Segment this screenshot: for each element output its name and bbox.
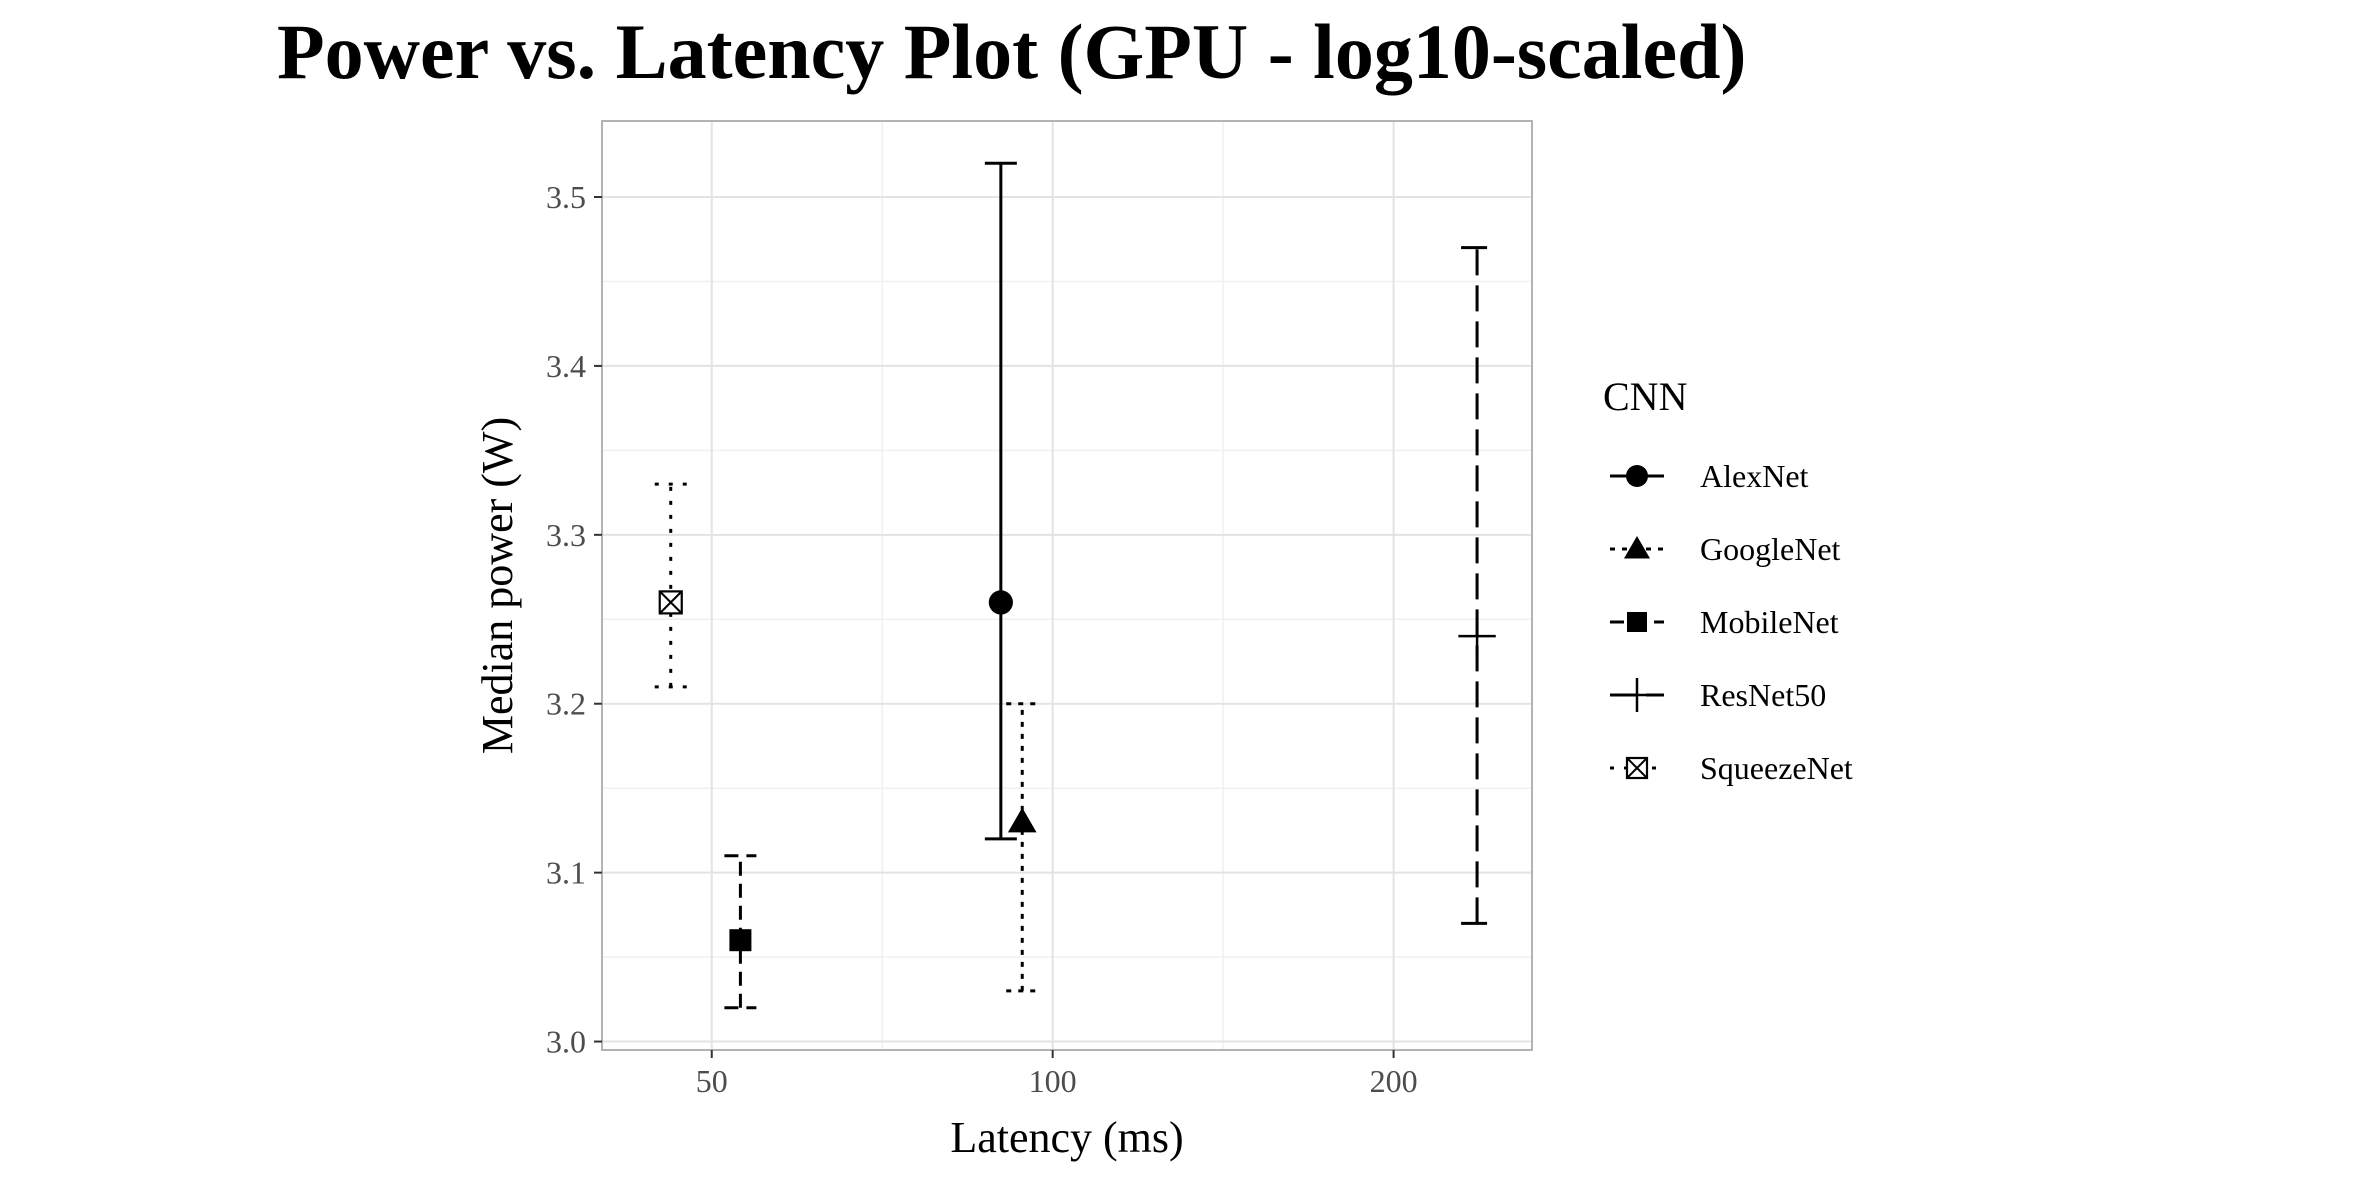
- x-tick-label: 100: [1029, 1063, 1077, 1099]
- grid-major: [602, 121, 1532, 1050]
- errorbar-googlenet: [1006, 702, 1039, 993]
- error-bars: [654, 161, 1494, 1010]
- legend-label: SqueezeNet: [1700, 750, 1853, 786]
- y-tick-label: 3.0: [546, 1024, 586, 1060]
- legend-key-square-x-icon: [1625, 756, 1649, 780]
- legend-label: AlexNet: [1700, 458, 1809, 494]
- point-squeezenet: [658, 590, 683, 615]
- legend-label: MobileNet: [1700, 604, 1839, 640]
- errorbar-resnet50: [1461, 246, 1494, 925]
- legend-key-circle-icon: [1626, 465, 1648, 487]
- y-tick-label: 3.1: [546, 855, 586, 891]
- legend-item-alexnet: AlexNet: [1610, 458, 1809, 494]
- legend-title: CNN: [1603, 374, 1687, 419]
- legend-item-squeezenet: SqueezeNet: [1610, 750, 1853, 786]
- legend-item-mobilenet: MobileNet: [1610, 604, 1839, 640]
- legend-key-plus-icon: [1620, 678, 1654, 712]
- legend-label: GoogleNet: [1700, 531, 1841, 567]
- y-tick-label: 3.2: [546, 686, 586, 722]
- legend-item-resnet50: ResNet50: [1610, 677, 1826, 713]
- point-alexnet: [988, 590, 1013, 615]
- legend-item-googlenet: GoogleNet: [1610, 531, 1841, 567]
- x-axis-ticks: 50 100 200: [696, 1050, 1418, 1099]
- legend-key-triangle-icon: [1623, 535, 1651, 559]
- legend-key-square-icon: [1627, 612, 1647, 632]
- data-points: [658, 590, 1496, 952]
- point-googlenet: [1007, 807, 1037, 833]
- plot-panel-border: [601, 120, 1533, 1051]
- errorbar-alexnet: [984, 161, 1017, 841]
- y-axis-title: Median power (W): [473, 417, 522, 754]
- y-tick-label: 3.3: [546, 517, 586, 553]
- point-resnet50: [1458, 617, 1496, 655]
- chart-title: Power vs. Latency Plot (GPU - log10-scal…: [277, 8, 1746, 95]
- y-axis-ticks: 3.0 3.1 3.2 3.3 3.4 3.5: [546, 179, 602, 1060]
- x-axis-title: Latency (ms): [950, 1113, 1183, 1162]
- y-tick-label: 3.5: [546, 179, 586, 215]
- grid-minor: [602, 121, 1532, 1050]
- errorbar-squeezenet: [654, 482, 687, 689]
- x-tick-label: 50: [696, 1063, 728, 1099]
- legend: CNN AlexNet GoogleNet MobileNet ResNet50 Squ…: [1603, 374, 1853, 786]
- x-tick-label: 200: [1370, 1063, 1418, 1099]
- legend-label: ResNet50: [1700, 677, 1826, 713]
- point-mobilenet: [729, 929, 752, 952]
- y-tick-label: 3.4: [546, 348, 586, 384]
